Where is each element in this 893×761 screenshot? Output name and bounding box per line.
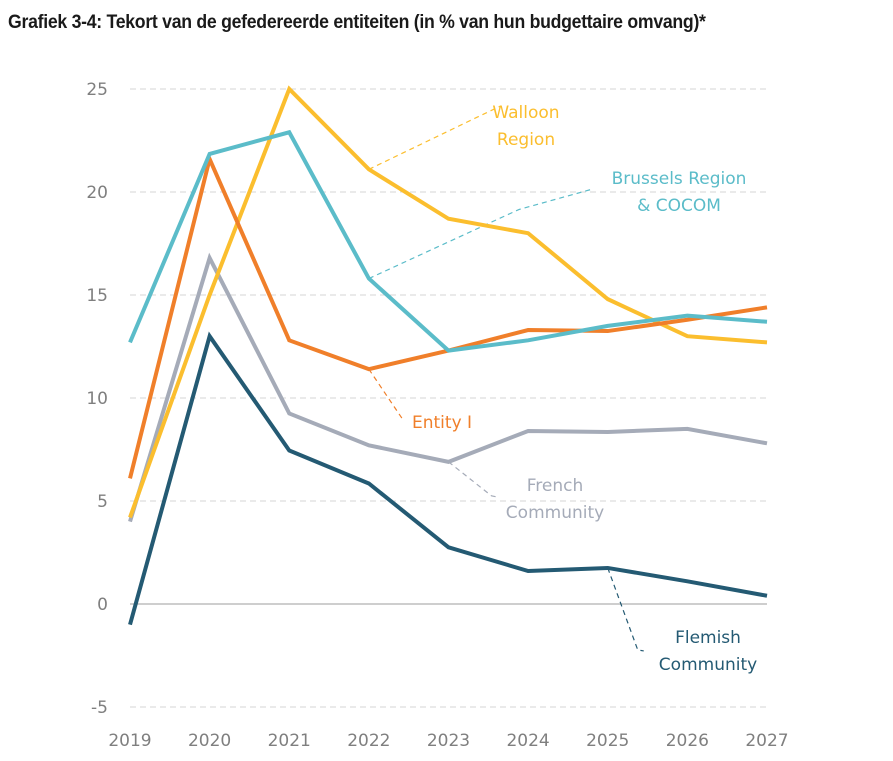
walloon-region-callout (368, 105, 501, 170)
walloon-region-label: Walloon (492, 103, 559, 123)
brussels-region-cocom-line (128, 129, 768, 353)
y-tick-label: 0 (97, 595, 108, 615)
y-tick-label: 15 (86, 286, 108, 306)
series-lines (128, 85, 768, 626)
entity-i-label: Entity I (412, 413, 472, 433)
y-axis-ticks: -5 0 5 10 15 20 25 (86, 80, 108, 718)
y-tick-label: -5 (91, 698, 108, 718)
x-tick-label: 2024 (506, 731, 549, 751)
x-tick-label: 2020 (188, 731, 231, 751)
brussels-region-cocom-label: & COCOM (637, 196, 721, 216)
x-tick-label: 2025 (586, 731, 629, 751)
french-community-label: French (527, 476, 584, 496)
x-tick-label: 2027 (745, 731, 788, 751)
x-tick-label: 2023 (427, 731, 470, 751)
x-axis-ticks: 2019 2020 2021 2022 2023 2024 2025 2026 2027 (108, 731, 788, 751)
y-tick-label: 20 (86, 183, 108, 203)
brussels-region-cocom-label: Brussels Region (612, 169, 747, 189)
x-tick-label: 2019 (108, 731, 151, 751)
flemish-community-label: Flemish (675, 628, 741, 648)
gridlines (130, 88, 767, 708)
flemish-community-callout (607, 567, 644, 652)
x-tick-label: 2021 (268, 731, 311, 751)
flemish-community-label: Community (659, 655, 757, 675)
y-tick-label: 5 (97, 492, 108, 512)
entity-i-callout (368, 368, 405, 420)
callout-lines (368, 105, 644, 652)
series-labels: Walloon Region Brussels Region & COCOM Entit… (412, 103, 757, 675)
brussels-region-cocom-callout (368, 188, 592, 280)
french-community-line (128, 252, 768, 523)
french-community-callout (448, 461, 497, 498)
x-tick-label: 2022 (347, 731, 390, 751)
x-tick-label: 2026 (666, 731, 709, 751)
walloon-region-label: Region (497, 130, 555, 150)
french-community-label: Community (506, 503, 604, 523)
flemish-community-line (128, 331, 768, 626)
y-tick-label: 25 (86, 80, 108, 100)
y-tick-label: 10 (86, 389, 108, 409)
chart-title: Grafiek 3-4: Tekort van de gefedereerde … (8, 12, 706, 33)
walloon-region-line (128, 85, 768, 519)
